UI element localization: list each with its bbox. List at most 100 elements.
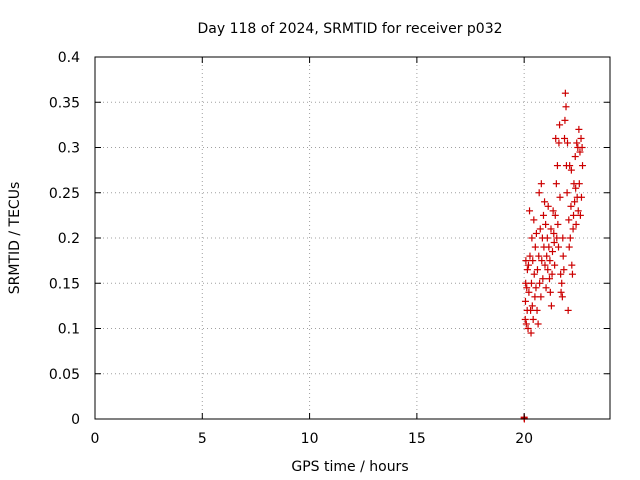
- data-point: [567, 166, 575, 174]
- data-point: [553, 234, 561, 242]
- data-point: [524, 261, 532, 269]
- data-point: [550, 229, 558, 237]
- data-point: [532, 229, 540, 237]
- data-point: [546, 257, 554, 265]
- data-point: [574, 207, 582, 215]
- data-point: [527, 329, 535, 337]
- data-point: [552, 180, 560, 188]
- data-point: [571, 153, 579, 161]
- data-point: [546, 288, 554, 296]
- data-point: [558, 279, 566, 287]
- y-tick-label: 0.1: [58, 322, 80, 338]
- data-point: [526, 252, 534, 260]
- data-point: [527, 306, 535, 314]
- data-point: [531, 243, 539, 251]
- data-point: [566, 162, 574, 170]
- data-point: [530, 216, 538, 224]
- x-tick-label: 20: [515, 431, 533, 447]
- x-tick-label: 10: [301, 431, 319, 447]
- data-point: [576, 211, 584, 219]
- data-point: [530, 270, 538, 278]
- data-point: [554, 220, 562, 228]
- data-point: [562, 103, 570, 111]
- data-point: [535, 189, 543, 197]
- data-point: [545, 243, 553, 251]
- y-tick-label: 0.4: [58, 50, 80, 66]
- x-tick-label: 15: [408, 431, 426, 447]
- data-point: [522, 320, 530, 328]
- data-point: [538, 257, 546, 265]
- data-point: [533, 306, 541, 314]
- data-point: [573, 139, 581, 147]
- data-point: [524, 325, 532, 332]
- data-point: [550, 239, 558, 247]
- data-point: [531, 293, 539, 301]
- x-tick-label: 5: [198, 431, 207, 447]
- data-point: [544, 266, 552, 274]
- data-point: [576, 148, 584, 156]
- data-point: [521, 297, 529, 305]
- y-tick-label: 0: [71, 412, 80, 428]
- x-tick-label: 0: [91, 431, 100, 447]
- data-point: [529, 257, 537, 265]
- data-point: [551, 261, 559, 269]
- data-point: [537, 180, 545, 188]
- data-point: [532, 284, 540, 292]
- data-point: [555, 139, 563, 147]
- data-point: [572, 220, 580, 228]
- data-point: [571, 198, 579, 206]
- data-point: [545, 275, 553, 283]
- data-point: [541, 198, 549, 206]
- data-point: [542, 220, 550, 228]
- data-point: [556, 121, 564, 129]
- data-point: [559, 252, 567, 260]
- data-point: [535, 252, 543, 260]
- data-point: [577, 134, 585, 142]
- data-point: [569, 225, 577, 233]
- data-point: [565, 216, 573, 224]
- data-point: [568, 270, 576, 278]
- data-point: [547, 302, 555, 310]
- data-point: [566, 234, 574, 242]
- y-tick-label: 0.25: [49, 186, 80, 202]
- data-points: [520, 89, 587, 423]
- data-point: [559, 234, 567, 242]
- data-point: [523, 266, 531, 274]
- data-point: [575, 180, 583, 188]
- data-point: [547, 225, 555, 233]
- y-tick-label: 0.3: [58, 141, 80, 157]
- data-point: [526, 207, 534, 215]
- y-axis-label: SRMTID / TECUs: [7, 182, 23, 295]
- data-point: [544, 202, 552, 210]
- data-point: [557, 270, 565, 278]
- data-point: [561, 134, 569, 142]
- data-point: [528, 302, 536, 310]
- y-tick-label: 0.35: [49, 95, 80, 111]
- data-point: [561, 89, 569, 97]
- data-point: [560, 266, 568, 274]
- data-point: [568, 261, 576, 269]
- x-axis-label: GPS time / hours: [291, 459, 408, 475]
- data-point: [529, 315, 537, 323]
- data-point: [533, 266, 541, 274]
- data-point: [543, 252, 551, 260]
- data-point: [525, 288, 533, 296]
- data-point: [551, 211, 559, 219]
- data-point: [537, 293, 545, 301]
- axis-ticks: 0 5 10 15 20 0 0.05 0.1 0.15 0.2 0.25 0.3 0.35 0.4: [49, 50, 610, 447]
- data-point: [539, 211, 547, 219]
- data-point: [564, 306, 572, 314]
- data-point: [557, 288, 565, 296]
- data-point: [549, 207, 557, 215]
- data-point: [539, 275, 547, 283]
- y-tick-label: 0.05: [49, 367, 80, 383]
- data-point: [556, 193, 564, 201]
- y-tick-label: 0.2: [58, 231, 80, 247]
- data-point: [579, 162, 587, 170]
- data-point: [570, 211, 578, 219]
- data-point: [548, 270, 556, 278]
- chart-title: Day 118 of 2024, SRMTID for receiver p03…: [197, 21, 502, 37]
- data-point: [572, 184, 580, 192]
- data-point: [523, 284, 531, 292]
- data-point: [548, 248, 556, 256]
